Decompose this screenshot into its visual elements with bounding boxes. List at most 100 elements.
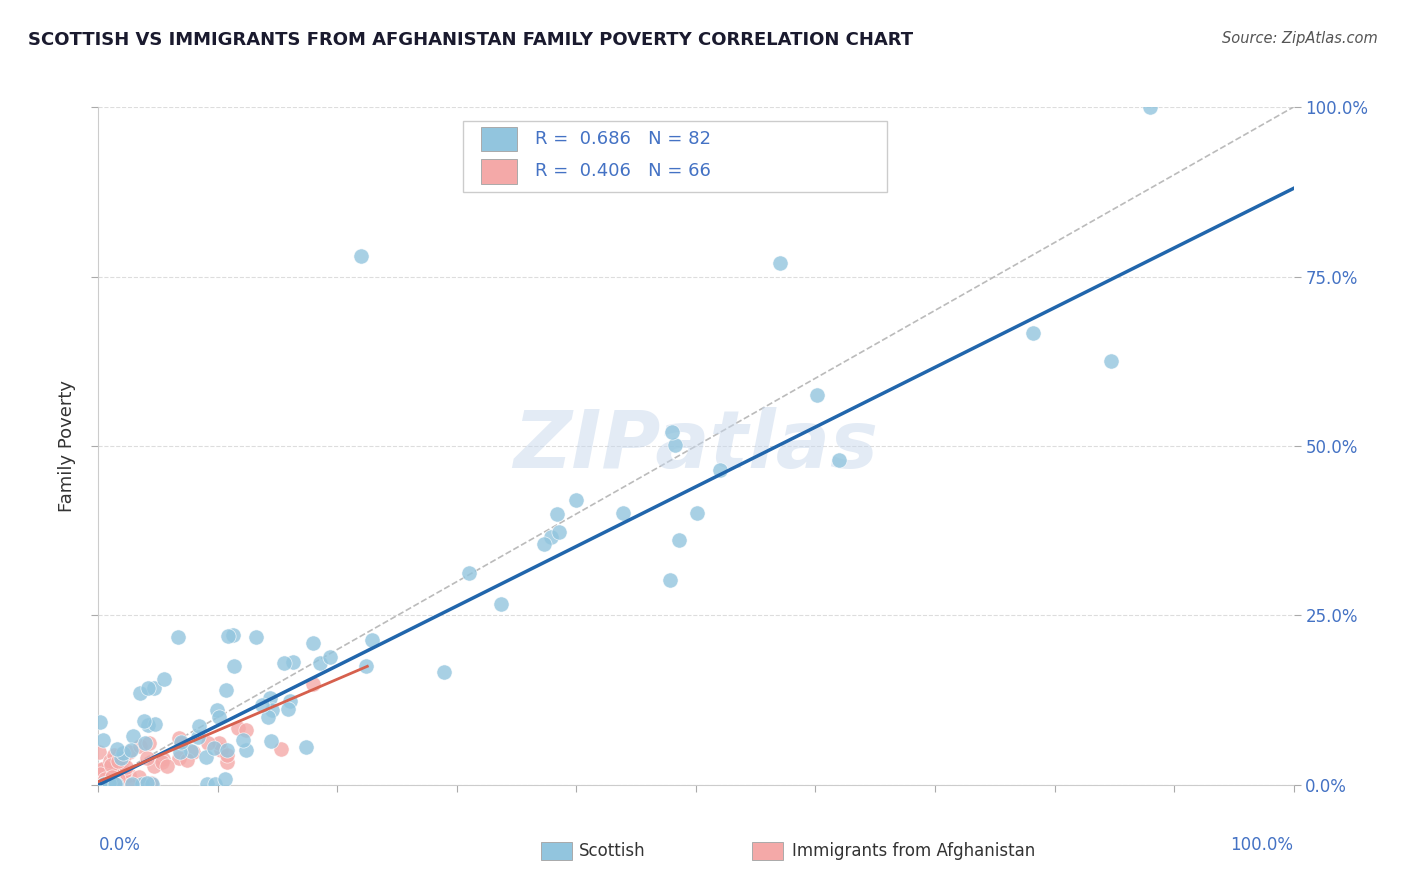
Point [107,772,129,787]
Point [658,574,681,588]
Text: Immigrants from Afghanistan: Immigrants from Afghanistan [792,842,1035,860]
Point [91,733,114,747]
Point [166,630,188,644]
Text: R =  0.686   N = 82: R = 0.686 N = 82 [534,130,710,148]
Point [98,754,121,768]
Point [93,778,115,792]
Point [170,735,193,749]
Point [103,766,125,780]
Point [142,681,165,696]
Point [612,506,634,520]
Text: SCOTTISH VS IMMIGRANTS FROM AFGHANISTAN FAMILY POVERTY CORRELATION CHART: SCOTTISH VS IMMIGRANTS FROM AFGHANISTAN … [28,31,914,49]
Point [176,753,198,767]
Point [661,425,683,440]
Point [533,537,555,551]
Point [256,710,278,724]
Point [215,755,238,769]
Point [302,636,325,650]
Point [217,747,239,762]
Point [107,754,129,768]
Point [260,733,283,747]
Point [100,778,122,792]
Point [136,717,159,731]
Point [180,744,202,758]
Point [143,759,166,773]
Point [245,630,267,644]
Point [93,777,115,791]
Point [103,747,125,762]
Point [90,776,112,790]
Point [136,681,159,695]
Point [111,746,134,760]
Point [134,778,156,792]
Point [145,716,167,731]
Point [104,756,127,771]
Point [195,750,218,764]
Point [205,703,228,717]
Point [93,773,115,788]
Point [104,774,127,789]
Point [107,778,129,792]
Point [121,777,143,791]
Point [115,760,138,774]
Point [565,493,588,508]
Point [118,768,141,782]
Point [96,778,118,792]
Point [90,778,112,792]
Point [226,721,249,735]
Point [828,452,851,467]
Point [235,742,257,756]
Text: R =  0.406   N = 66: R = 0.406 N = 66 [534,162,710,180]
Point [270,742,292,756]
Point [260,703,283,717]
Point [107,772,129,786]
Point [354,658,377,673]
Point [110,751,132,765]
Point [197,736,219,750]
Point [664,438,686,452]
Point [433,665,456,679]
Point [139,776,162,790]
Point [207,710,229,724]
Point [167,731,190,745]
Point [120,742,142,756]
Point [110,759,132,773]
Point [104,764,127,778]
Point [806,388,828,402]
Point [112,765,135,780]
Point [118,778,141,792]
Point [89,715,111,730]
Y-axis label: Family Poverty: Family Poverty [58,380,76,512]
Point [156,759,179,773]
Point [308,657,330,671]
Point [97,776,120,790]
Point [169,746,191,760]
Point [280,694,302,708]
Point [187,730,209,744]
Point [153,672,176,686]
Text: 100.0%: 100.0% [1230,836,1294,854]
Point [1099,354,1122,368]
Point [302,676,325,690]
Point [93,777,115,791]
Point [181,746,204,760]
Point [489,597,512,611]
Point [547,525,569,540]
Point [235,723,257,738]
Point [132,714,155,728]
Point [111,769,134,783]
Point [89,745,111,759]
Point [112,752,135,766]
Point [277,701,299,715]
Point [214,682,236,697]
Point [283,656,305,670]
Point [91,762,114,776]
Point [121,729,143,743]
Point [217,629,239,643]
Point [138,736,160,750]
Point [350,249,373,263]
Bar [463,120,887,192]
Point [105,755,128,769]
Point [170,736,193,750]
Point [202,740,225,755]
